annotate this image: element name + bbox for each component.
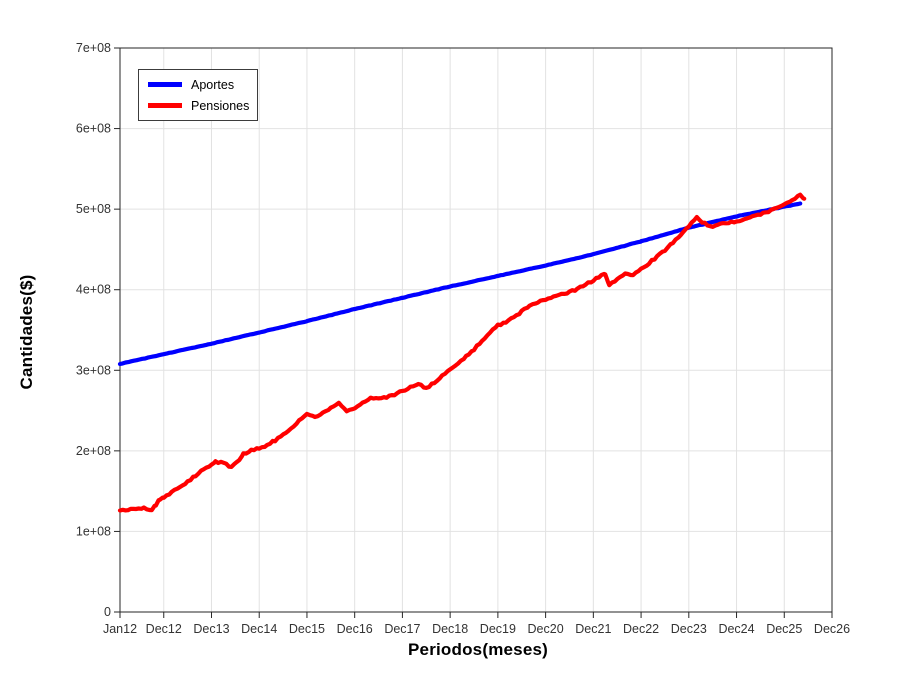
y-tick-label: 2e+08 xyxy=(76,444,111,458)
legend-label-aportes: Aportes xyxy=(191,77,235,92)
y-tick-label: 4e+08 xyxy=(76,283,111,297)
series-line-aportes xyxy=(117,201,803,367)
x-tick-label: Dec25 xyxy=(766,622,802,636)
y-tick-label: 0 xyxy=(104,605,111,619)
x-tick-label: Dec12 xyxy=(146,622,182,636)
x-tick-label: Dec14 xyxy=(241,622,277,636)
x-tick-label: Dec19 xyxy=(480,622,516,636)
y-tick-label: 7e+08 xyxy=(76,41,111,55)
x-tick-label: Dec21 xyxy=(575,622,611,636)
axis-box xyxy=(119,47,833,613)
x-tick-label: Dec26 xyxy=(814,622,850,636)
legend-item-aportes: Aportes xyxy=(139,76,257,94)
x-tick-label: Dec13 xyxy=(193,622,229,636)
x-tick-label: Jan12 xyxy=(103,622,137,636)
legend-item-pensiones: Pensiones xyxy=(139,97,257,115)
legend-swatch-aportes xyxy=(148,82,182,87)
x-tick-label: Dec18 xyxy=(432,622,468,636)
y-tick-label: 3e+08 xyxy=(76,363,111,377)
y-tick-label: 1e+08 xyxy=(76,524,111,538)
legend: Aportes Pensiones xyxy=(138,69,258,121)
x-tick-label: Dec22 xyxy=(623,622,659,636)
legend-swatch-pensiones xyxy=(148,103,182,108)
x-tick-label: Dec20 xyxy=(528,622,564,636)
x-tick-label: Dec23 xyxy=(671,622,707,636)
y-tick-label: 5e+08 xyxy=(76,202,111,216)
x-tick-label: Dec17 xyxy=(384,622,420,636)
x-axis-label: Periodos(meses) xyxy=(408,640,548,659)
x-tick-label: Dec24 xyxy=(718,622,754,636)
x-tick-label: Dec16 xyxy=(337,622,373,636)
legend-label-pensiones: Pensiones xyxy=(191,98,250,113)
series-line-pensiones xyxy=(117,192,807,513)
y-tick-label: 6e+08 xyxy=(76,122,111,136)
y-axis-label: Cantidades($) xyxy=(17,274,36,390)
x-tick-label: Dec15 xyxy=(289,622,325,636)
